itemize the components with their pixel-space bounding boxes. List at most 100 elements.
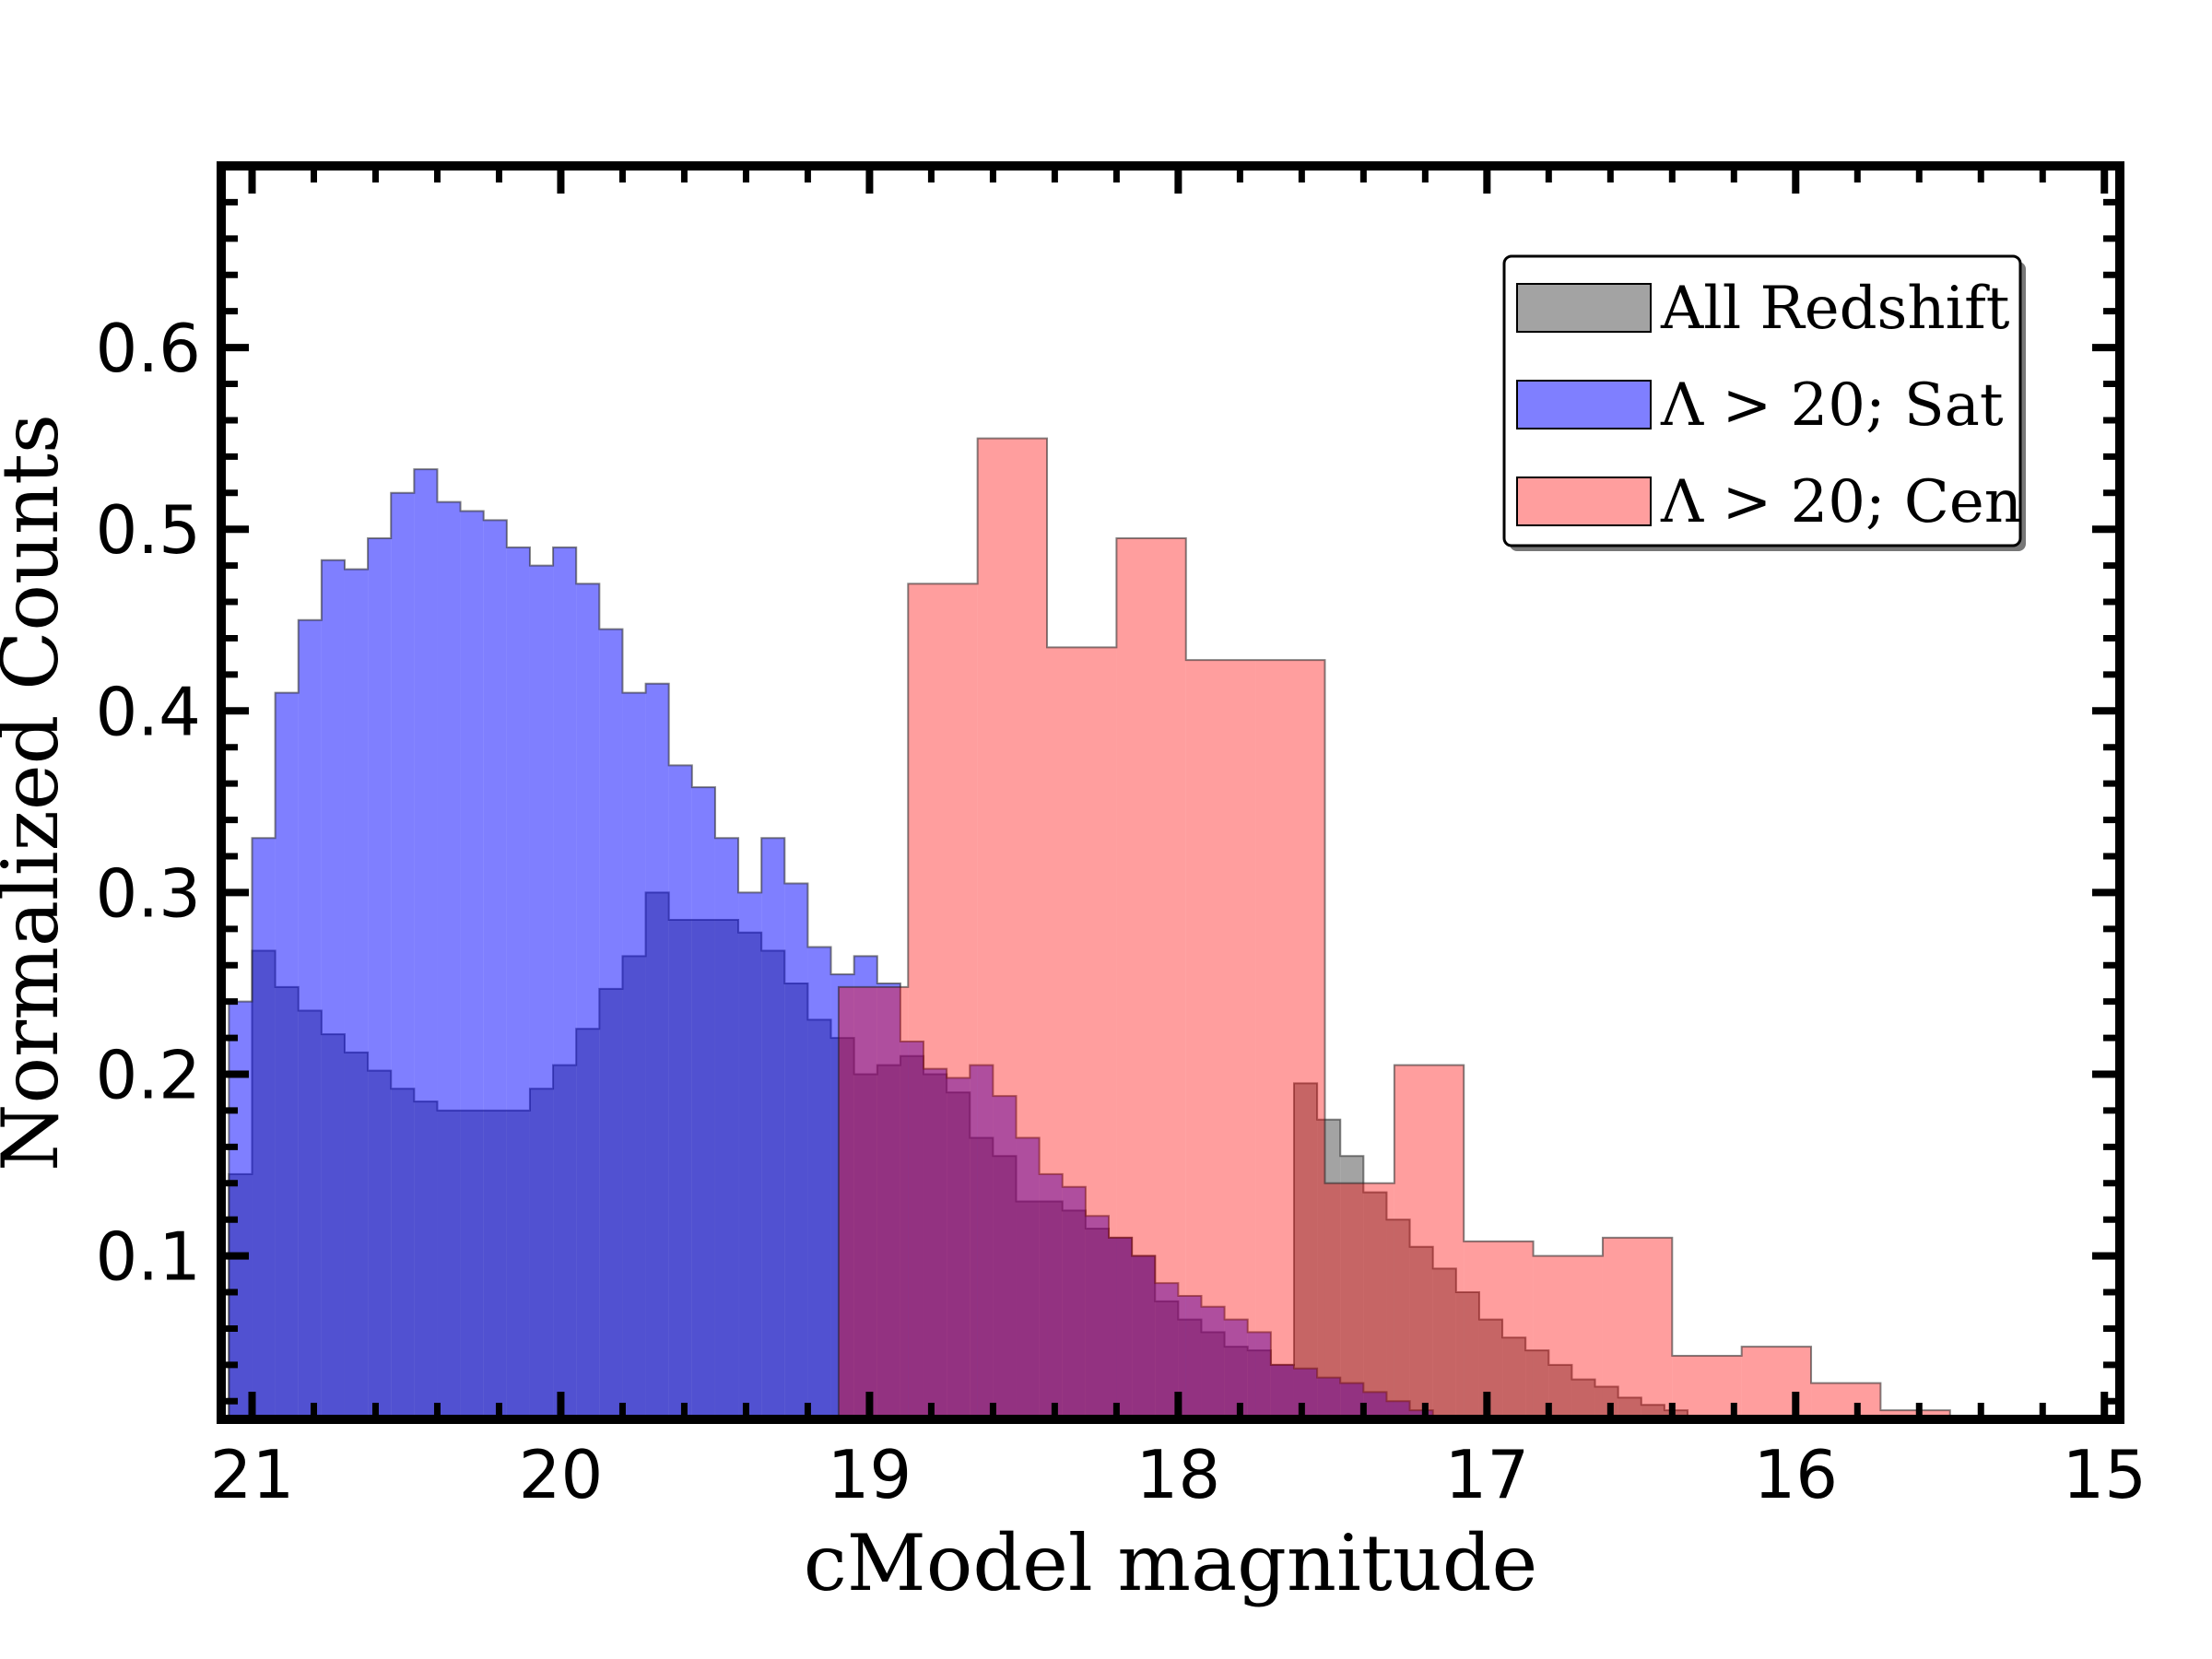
x-tick-label: 18: [1136, 1436, 1221, 1513]
bar: [1811, 1382, 1881, 1419]
x-tick-label: 20: [519, 1436, 604, 1513]
bar: [483, 520, 507, 1419]
bar: [1386, 1219, 1410, 1419]
bar: [691, 787, 715, 1419]
bar: [830, 974, 854, 1419]
plot-frame: [217, 161, 2124, 1424]
bar: [738, 892, 762, 1419]
bar: [908, 583, 978, 1419]
y-axis-title: Normalized Counts: [0, 414, 76, 1171]
bar: [1340, 1156, 1364, 1419]
bar: [1478, 1319, 1503, 1419]
bar: [807, 947, 831, 1419]
bar: [1201, 1306, 1225, 1419]
y-tick-label: 0.4: [95, 673, 201, 750]
bar: [1502, 1337, 1526, 1419]
bar: [668, 765, 692, 1419]
bar: [1317, 1119, 1341, 1419]
legend: All Redshift Λ > 20; Sat Λ > 20; Cen: [1502, 254, 2026, 551]
y-tick-label: 0.2: [95, 1037, 201, 1114]
bar: [391, 492, 415, 1419]
bar: [1525, 1350, 1549, 1419]
bar: [1571, 1379, 1595, 1419]
x-tick-label: 21: [210, 1436, 295, 1513]
bar: [970, 1065, 994, 1419]
bar: [924, 1068, 947, 1419]
bar: [229, 1001, 253, 1419]
bar: [853, 956, 877, 1419]
bar: [622, 692, 646, 1419]
bar: [1548, 1364, 1572, 1419]
bar: [1178, 1295, 1202, 1419]
bar: [1672, 1356, 1742, 1419]
y-tick-label: 0.6: [95, 310, 201, 387]
bar: [1247, 1332, 1271, 1419]
x-tick-label: 15: [2062, 1436, 2147, 1513]
x-tick-label: 16: [1753, 1436, 1838, 1513]
bar: [1340, 1382, 1364, 1419]
series-outline: [837, 437, 1951, 1419]
bar: [1324, 1182, 1394, 1419]
legend-swatch: [1516, 477, 1652, 526]
bar: [321, 559, 345, 1419]
bar: [553, 547, 577, 1419]
bar: [414, 469, 438, 1419]
bar: [529, 565, 554, 1419]
bar: [1317, 1377, 1341, 1419]
bar: [460, 511, 484, 1419]
bar: [1016, 1137, 1040, 1419]
bar: [1255, 660, 1325, 1419]
series-layer: [228, 437, 1951, 1419]
series-2: [228, 468, 1480, 1419]
bar: [1409, 1246, 1433, 1419]
bar: [368, 538, 392, 1419]
bar: [1464, 1241, 1534, 1419]
legend-label: Λ > 20; Cen: [1660, 468, 2022, 536]
bar: [1039, 1173, 1063, 1419]
bar: [1109, 1237, 1133, 1419]
legend-label: All Redshift: [1660, 275, 2010, 343]
bar: [1594, 1386, 1618, 1419]
bar: [1455, 1292, 1479, 1419]
y-tick-label: 0.3: [95, 854, 201, 932]
bar: [1432, 1268, 1456, 1419]
bar: [784, 883, 808, 1419]
bar: [1602, 1237, 1673, 1419]
bar: [1270, 1364, 1294, 1419]
bar: [1047, 647, 1117, 1419]
bar: [714, 838, 739, 1419]
bar: [1363, 1192, 1387, 1419]
bar: [761, 838, 785, 1419]
bar: [993, 1096, 1017, 1419]
axes-layer: 21 20 19 18 17 16 15 0.1 0.2 0.3 0.4 0.5 0.6: [95, 161, 2147, 1513]
bar: [599, 629, 623, 1419]
bar: [645, 683, 669, 1419]
bar: [1224, 1319, 1248, 1419]
bar: [1293, 1083, 1318, 1419]
y-tick-label: 0.1: [95, 1218, 201, 1296]
bar: [1618, 1397, 1641, 1419]
bar: [1533, 1255, 1603, 1419]
y-tick-label: 0.5: [95, 491, 201, 569]
bar: [1293, 1368, 1318, 1419]
bar: [1741, 1347, 1812, 1419]
bar: [576, 583, 600, 1419]
bar: [1155, 1283, 1179, 1419]
x-tick-label: 19: [828, 1436, 912, 1513]
bar: [1394, 1065, 1465, 1419]
bar: [275, 692, 299, 1419]
series-outline: [228, 468, 1480, 1419]
legend-label: Λ > 20; Sat: [1660, 371, 2004, 440]
x-tick-label: 17: [1445, 1436, 1530, 1513]
bar: [1062, 1186, 1086, 1419]
legend-swatch: [1516, 380, 1652, 429]
bar: [947, 1077, 971, 1419]
bar: [437, 501, 461, 1419]
series-3: [837, 437, 1951, 1419]
bar: [298, 619, 322, 1419]
bar: [877, 982, 900, 1419]
legend-swatch: [1516, 283, 1652, 333]
bar: [1116, 538, 1186, 1419]
bar: [977, 438, 1048, 1419]
